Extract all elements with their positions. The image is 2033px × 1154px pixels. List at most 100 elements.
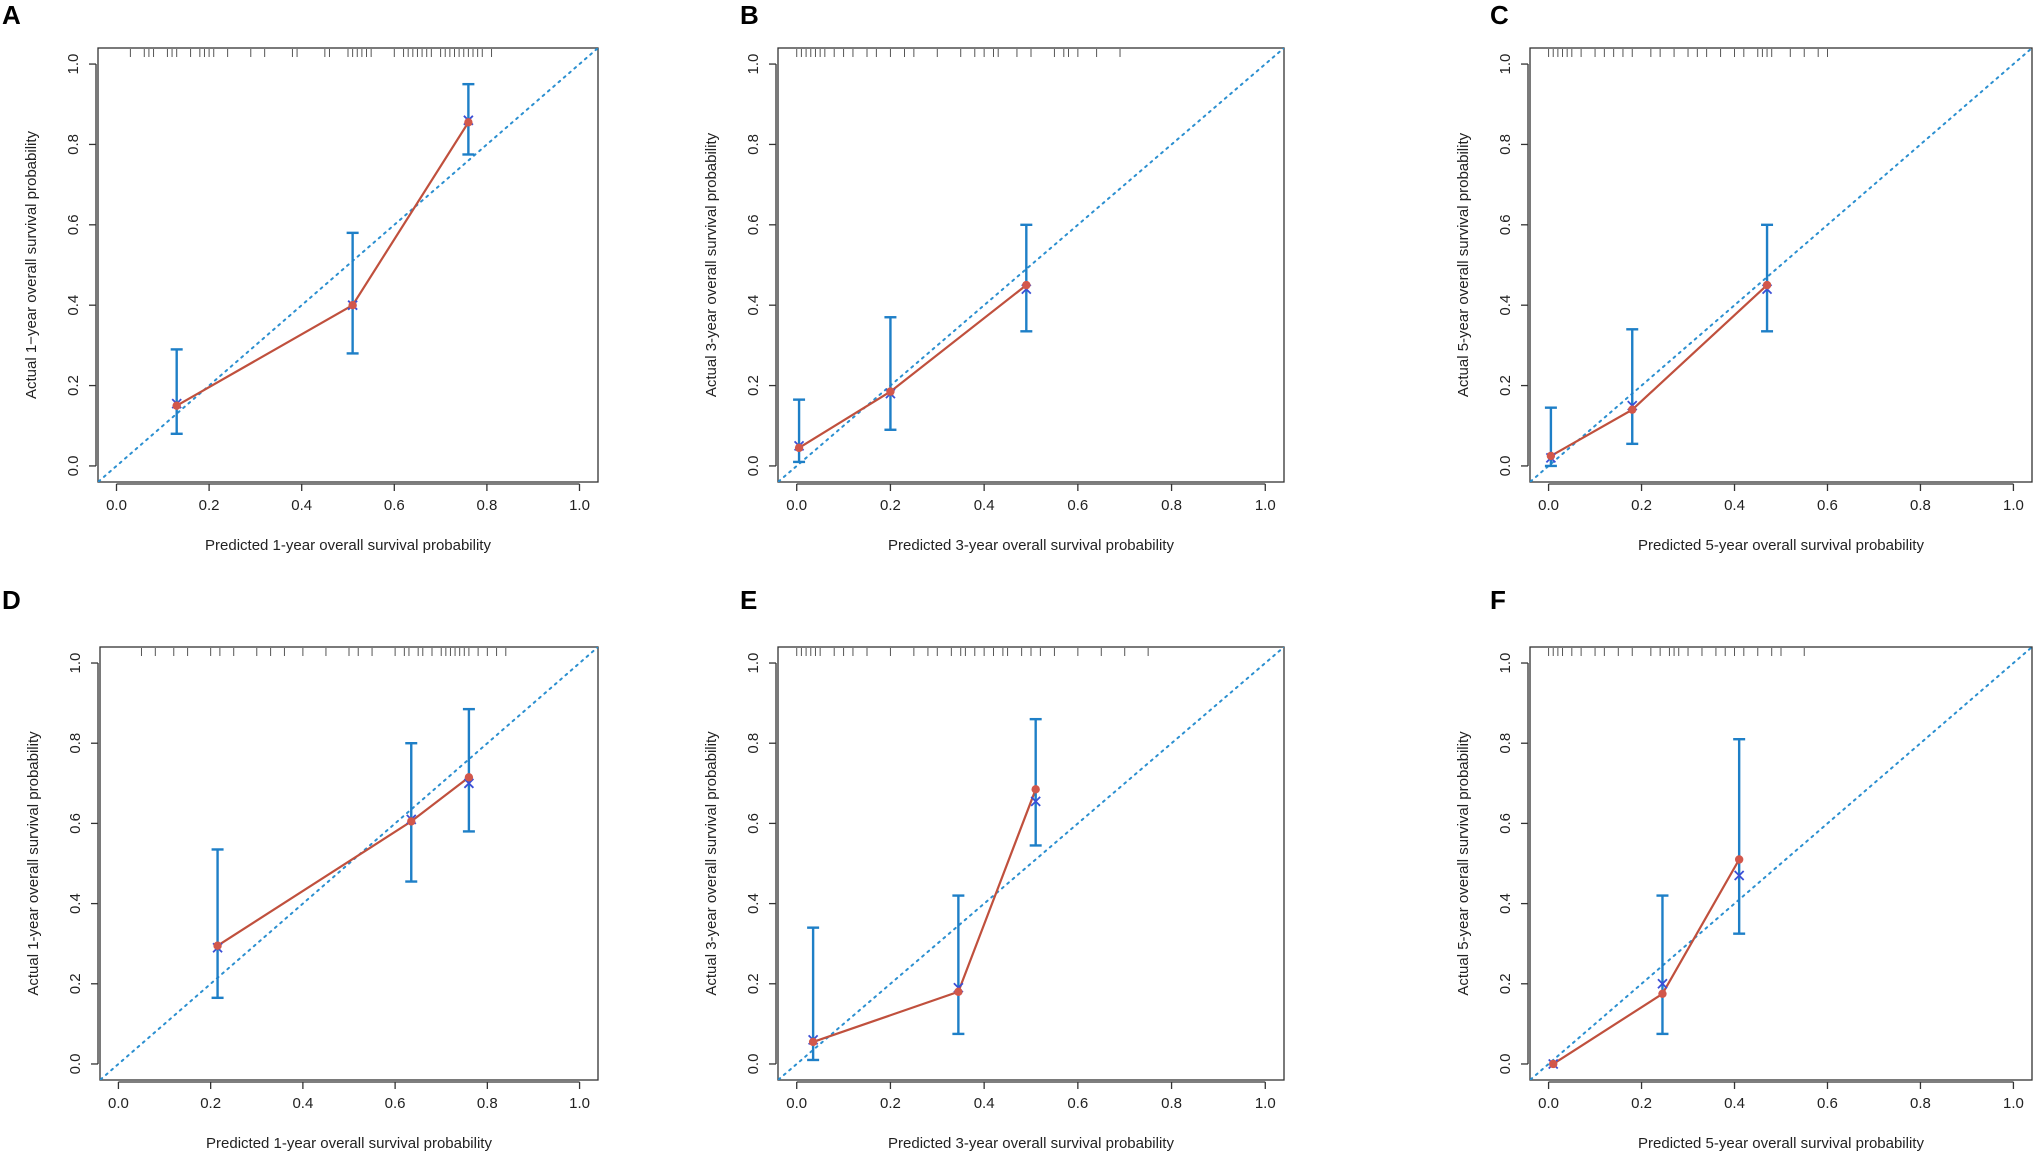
panel-d-x-axis-title: Predicted 1-year overall survival probab… xyxy=(206,1135,492,1152)
panel-f-x-tick-label: 0.0 xyxy=(1538,1095,1559,1112)
panel-e-plot-area xyxy=(778,647,1284,1080)
panel-f-plot-frame xyxy=(1529,646,2033,1081)
panel-d-x-tick-label: 1.0 xyxy=(569,1095,590,1112)
panel-d-y-tick-label: 0.2 xyxy=(67,973,84,994)
panel-b-observed-point xyxy=(794,443,804,453)
panel-f: F 0.0 0.2 0.4 0.6 0.8 1.0 0.0 0.2 0.4 0.6 0.8 1.0 Pre… xyxy=(1455,585,2033,1152)
panel-c-x-tick-label: 0.2 xyxy=(1631,497,1652,514)
panel-e-x-tick-label: 0.8 xyxy=(1161,1095,1182,1112)
panel-b-x-axis-title: Predicted 3-year overall survival probab… xyxy=(888,537,1174,554)
panel-d-letter: D xyxy=(2,585,21,615)
panel-f-ideal-diagonal xyxy=(1530,647,2032,1080)
panel-c-x-tick-label: 1.0 xyxy=(2003,497,2024,514)
panel-d-plot-area xyxy=(100,647,598,1080)
panel-f-y-tick-label: 0.0 xyxy=(1497,1054,1514,1075)
panel-f-calibration-line xyxy=(1552,858,1741,1065)
panel-a-x-tick-label: 0.0 xyxy=(106,497,127,514)
panel-f-x-tick-label: 0.6 xyxy=(1817,1095,1838,1112)
panel-a-plot-frame xyxy=(97,47,599,483)
panel-b-y-tick-label: 0.2 xyxy=(745,375,762,396)
panel-e-x-tick-label: 0.0 xyxy=(786,1095,807,1112)
panel-b-x-tick-label: 0.4 xyxy=(974,497,995,514)
panel-e-y-tick-label: 0.4 xyxy=(745,893,762,914)
panel-e-y-tick-label: 0.0 xyxy=(745,1054,762,1075)
panel-a-x-tick-label: 0.6 xyxy=(384,497,405,514)
panel-f-observed-point xyxy=(1734,855,1744,864)
panel-f-x-tick-label: 0.2 xyxy=(1631,1095,1652,1112)
panel-d-ideal-diagonal xyxy=(100,647,598,1080)
panel-f-y-tick-label: 0.4 xyxy=(1497,893,1514,914)
panel-f-x-axis-title: Predicted 5-year overall survival probab… xyxy=(1638,1135,1924,1152)
panel-e-y-tick-label: 0.2 xyxy=(745,973,762,994)
panel-b-letter: B xyxy=(740,0,759,30)
panel-d-y-tick-label: 0.6 xyxy=(67,813,84,834)
panel-c-y-tick-label: 0.6 xyxy=(1497,214,1514,235)
panel-d: D 0.0 0.2 0.4 0.6 0.8 1.0 0.0 0.2 0.4 0.6 0.8 1.0 Pre… xyxy=(2,585,599,1152)
panel-e-y-axis-title: Actual 3-year overall survival probabili… xyxy=(703,731,720,996)
panel-e-x-tick-label: 1.0 xyxy=(1255,1095,1276,1112)
panel-e-x-tick-label: 0.2 xyxy=(880,1095,901,1112)
panel-e: E 0.0 0.2 0.4 0.6 0.8 1.0 0.0 0.2 0.4 0.6 0.8 1.0 Pre… xyxy=(703,585,1285,1152)
panel-c-y-axis-title: Actual 5-year overall survival probabili… xyxy=(1455,132,1472,397)
panel-e-x-tick-label: 0.4 xyxy=(974,1095,995,1112)
panel-d-x-tick-label: 0.4 xyxy=(292,1095,313,1112)
panel-c-y-tick-label: 0.8 xyxy=(1497,134,1514,155)
panel-c-letter: C xyxy=(1490,0,1509,30)
panel-d-plot-frame xyxy=(99,646,599,1081)
panel-d-x-tick-label: 0.0 xyxy=(108,1095,129,1112)
panel-d-calibration-line xyxy=(216,776,470,947)
panel-b-plot-area xyxy=(778,48,1284,482)
panel-f-plot-area xyxy=(1530,647,2032,1080)
panel-d-observed-point xyxy=(213,941,222,950)
panel-a-y-tick-label: 0.4 xyxy=(65,295,82,316)
panel-d-x-tick-label: 0.2 xyxy=(200,1095,221,1112)
panel-f-y-tick-label: 0.2 xyxy=(1497,973,1514,994)
panel-f-x-tick-label: 1.0 xyxy=(2003,1095,2024,1112)
panel-e-calibration-line xyxy=(812,788,1037,1043)
panel-f-y-tick-label: 0.6 xyxy=(1497,813,1514,834)
panel-b-x-tick-label: 0.8 xyxy=(1161,497,1182,514)
panel-f-x-tick-label: 0.8 xyxy=(1910,1095,1931,1112)
panel-c-observed-point xyxy=(1762,280,1772,290)
panel-b-x-tick-label: 0.2 xyxy=(880,497,901,514)
panel-a-y-tick-label: 0.2 xyxy=(65,375,82,396)
panel-c-x-tick-label: 0.0 xyxy=(1538,497,1559,514)
panel-e-x-axis-title: Predicted 3-year overall survival probab… xyxy=(888,1135,1174,1152)
panel-a-y-tick-label: 1.0 xyxy=(65,54,82,75)
panel-e-observed-point xyxy=(808,1037,818,1047)
panel-b-y-tick-label: 0.8 xyxy=(745,134,762,155)
panel-f-observed-point xyxy=(1658,989,1667,999)
panel-e-y-tick-label: 1.0 xyxy=(745,653,762,674)
panel-a-plot-area xyxy=(98,48,598,482)
panel-b-ideal-diagonal xyxy=(778,48,1284,482)
panel-b-y-tick-label: 0.4 xyxy=(745,295,762,316)
panel-a-letter: A xyxy=(2,0,21,30)
panel-a-observed-point xyxy=(348,300,357,310)
panel-e-y-tick-label: 0.6 xyxy=(745,813,762,834)
panel-e-observed-point xyxy=(954,987,963,997)
panel-b-plot-frame xyxy=(777,47,1285,483)
panel-a-y-tick-label: 0.0 xyxy=(65,456,82,477)
panel-d-y-tick-label: 0.4 xyxy=(67,893,84,914)
panel-a-observed-point xyxy=(464,118,473,127)
panel-c-y-tick-label: 1.0 xyxy=(1497,54,1514,75)
panel-c-x-tick-label: 0.8 xyxy=(1910,497,1931,514)
panel-a-x-tick-label: 0.2 xyxy=(199,497,220,514)
panel-a: A 0.0 0.2 0.4 0.6 0.8 1.0 0.0 0.2 0.4 0.6 0.8 1.0 Pre… xyxy=(2,0,599,554)
panel-b-observed-point xyxy=(1022,280,1031,290)
panel-a-y-tick-label: 0.8 xyxy=(65,134,82,155)
panel-c: C 0.0 0.2 0.4 0.6 0.8 1.0 0.0 0.2 0.4 0.6 0.8 1.0 Pre… xyxy=(1455,0,2033,554)
panel-c-x-tick-label: 0.6 xyxy=(1817,497,1838,514)
panel-e-letter: E xyxy=(740,585,757,615)
panel-c-y-tick-label: 0.4 xyxy=(1497,295,1514,316)
panel-a-x-tick-label: 0.8 xyxy=(476,497,497,514)
panel-e-observed-point xyxy=(1031,785,1040,794)
panel-c-observed-point xyxy=(1628,405,1637,414)
panel-b-x-tick-label: 1.0 xyxy=(1255,497,1276,514)
panel-a-y-tick-label: 0.6 xyxy=(65,214,82,235)
panel-f-y-tick-label: 1.0 xyxy=(1497,653,1514,674)
panel-c-plot-area xyxy=(1530,48,2032,482)
panel-a-x-tick-label: 1.0 xyxy=(569,497,590,514)
panel-d-observed-point xyxy=(407,817,416,826)
